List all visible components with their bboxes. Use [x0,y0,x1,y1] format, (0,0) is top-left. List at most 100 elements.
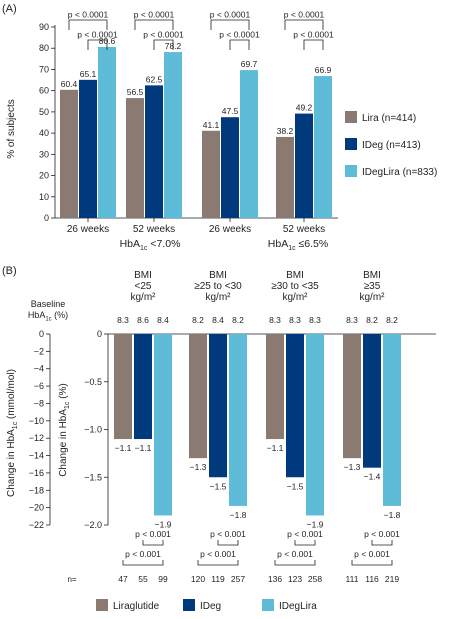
panel-a-sig-bracket-ideg [87,39,108,50]
panel-a-y-tick-label: 60 [39,86,49,96]
panel-b-bar [383,334,401,506]
panel-b-sig-bracket-ideg [142,540,164,546]
panel-b-bar [343,334,361,459]
panel-a-x-tick-label: 26 weeks [209,224,251,235]
panel-b-left-tick-label: −2 [34,346,44,356]
panel-a-label: (A) [2,3,17,15]
panel-b-sig-bracket-lira [197,560,239,566]
panel-b-value-label: −1.3 [344,462,361,472]
panel-b-n-value: 136 [268,574,282,584]
panel-b-bar [114,334,132,440]
panel-b-baseline-value: 8.3 [309,315,321,325]
panel-b-sig-bracket-ideg-label: p < 0.001 [135,529,171,539]
panel-b-n-value: 120 [191,574,205,584]
panel-b-right-axis-title: Change in HbA1c (%) [58,383,71,477]
panel-a-group-label-2: HbA1c ≤6.5% [268,238,328,252]
panel-a-y-tick-label: 30 [39,149,49,159]
panel-b-n-value: 258 [308,574,322,584]
panel-a-value-label: 41.1 [203,120,220,130]
panel-a-legend-swatch [345,138,357,150]
panel-b-n-value: 119 [211,574,225,584]
panel-b-sig-bracket-lira [274,560,316,566]
panel-b-left-tick-label: −14 [29,451,44,461]
panel-b-bmi-header: kg/m² [131,292,157,303]
panel-b-bmi-header: BMI [363,270,381,281]
panel-a-value-label: 47.5 [222,106,239,116]
panel-b-n-value: 116 [365,574,379,584]
panel-b-value-label: −1.8 [384,510,401,520]
panel-b-bar [306,334,324,516]
panel-a-sig-bracket-ideg-label: p < 0.0001 [293,30,334,40]
panel-a-value-label: 69.7 [241,59,258,69]
panel-b-sig-bracket-lira-label: p < 0.001 [277,549,313,559]
panel-b-legend-label: Liraglutide [113,601,160,612]
panel-b-left-tick-label: −18 [29,485,44,495]
panel-b-baseline-value: 8.3 [117,315,129,325]
panel-b-bmi-header: ≥35 [364,281,381,292]
panel-a-y-tick-label: 90 [39,22,49,32]
panel-b-sig-bracket-ideg-label: p < 0.001 [364,529,400,539]
panel-a-sig-bracket-ideg [303,39,324,50]
baseline-hba1c-label: HbA1c (%) [28,310,68,323]
panel-b-sig-bracket-ideg [371,540,393,546]
panel-b-baseline-value: 8.3 [289,315,301,325]
panel-b-sig-bracket-ideg [294,540,316,546]
panel-b-right-tick-label: 0 [97,329,102,339]
panel-a-sig-bracket-lira-label: p < 0.0001 [134,10,175,20]
panel-b-sig-bracket-lira-label: p < 0.001 [125,549,161,559]
panel-b-legend-swatch [96,599,108,611]
panel-b-value-label: −1.4 [364,472,381,482]
panel-a-y-tick-label: 70 [39,64,49,74]
panel-b-bar [209,334,227,478]
panel-b-n-value: 47 [118,574,128,584]
panel-a-y-tick-label: 0 [44,213,49,223]
panel-a-group-label-1: HbA1c <7.0% [120,238,181,252]
panel-b-n-value: 123 [288,574,302,584]
panel-b-right-tick-label: −2.0 [84,520,102,530]
panel-a-bar [202,130,220,218]
panel-a-bar [79,79,97,219]
panel-b-left-tick-label: −22 [29,520,44,530]
panel-a-bar [145,85,163,218]
panel-a-y-tick-label: 20 [39,171,49,181]
panel-b-right-tick-label: −0.5 [84,377,102,387]
panel-b-value-label: −1.8 [230,510,247,520]
n-label: n= [67,575,76,584]
panel-b-left-tick-label: −16 [29,468,44,478]
panel-a-bar [98,46,116,219]
panel-b-baseline-value: 8.2 [192,315,204,325]
panel-b-legend-label: IDegLira [279,601,317,612]
panel-b-bar [286,334,304,478]
panel-b-right-tick-label: −1.5 [84,472,102,482]
panel-b-label: (B) [2,265,17,277]
panel-a-sig-bracket-ideg-label: p < 0.0001 [219,30,260,40]
panel-a-y-tick-label: 50 [39,107,49,117]
panel-a-legend-label: IDegLira (n=833) [362,167,437,178]
panel-b-bmi-header: kg/m² [360,292,386,303]
panel-b-value-label: −1.1 [267,443,284,453]
panel-a-sig-bracket-lira-label: p < 0.0001 [284,10,325,20]
panel-b-left-tick-label: 0 [39,329,44,339]
panel-b-bmi-header: kg/m² [206,292,232,303]
panel-b-n-value: 55 [138,574,148,584]
panel-b-n-value: 219 [385,574,399,584]
panel-b-bar [229,334,247,506]
panel-b-value-label: −1.1 [115,443,132,453]
panel-a-sig-bracket-ideg [153,39,174,50]
panel-b-value-label: −1.3 [190,462,207,472]
panel-b-n-value: 257 [231,574,245,584]
panel-a-value-label: 62.5 [146,74,163,84]
panel-a-value-label: 56.5 [127,87,144,97]
panel-a-sig-bracket-ideg [229,39,250,50]
panel-a-x-tick-label: 26 weeks [67,224,109,235]
panel-a-sig-bracket-lira [284,19,324,30]
panel-b-value-label: −1.5 [287,481,304,491]
panel-a-bar [126,98,144,218]
panel-a-x-tick-label: 52 weeks [133,224,175,235]
panel-b-sig-bracket-lira [122,560,164,566]
panel-b-baseline-value: 8.2 [232,315,244,325]
panel-b-legend-swatch [262,599,274,611]
panel-b-bar [134,334,152,440]
panel-b-sig-bracket-ideg-label: p < 0.001 [210,529,246,539]
panel-b-left-tick-label: −8 [34,398,44,408]
